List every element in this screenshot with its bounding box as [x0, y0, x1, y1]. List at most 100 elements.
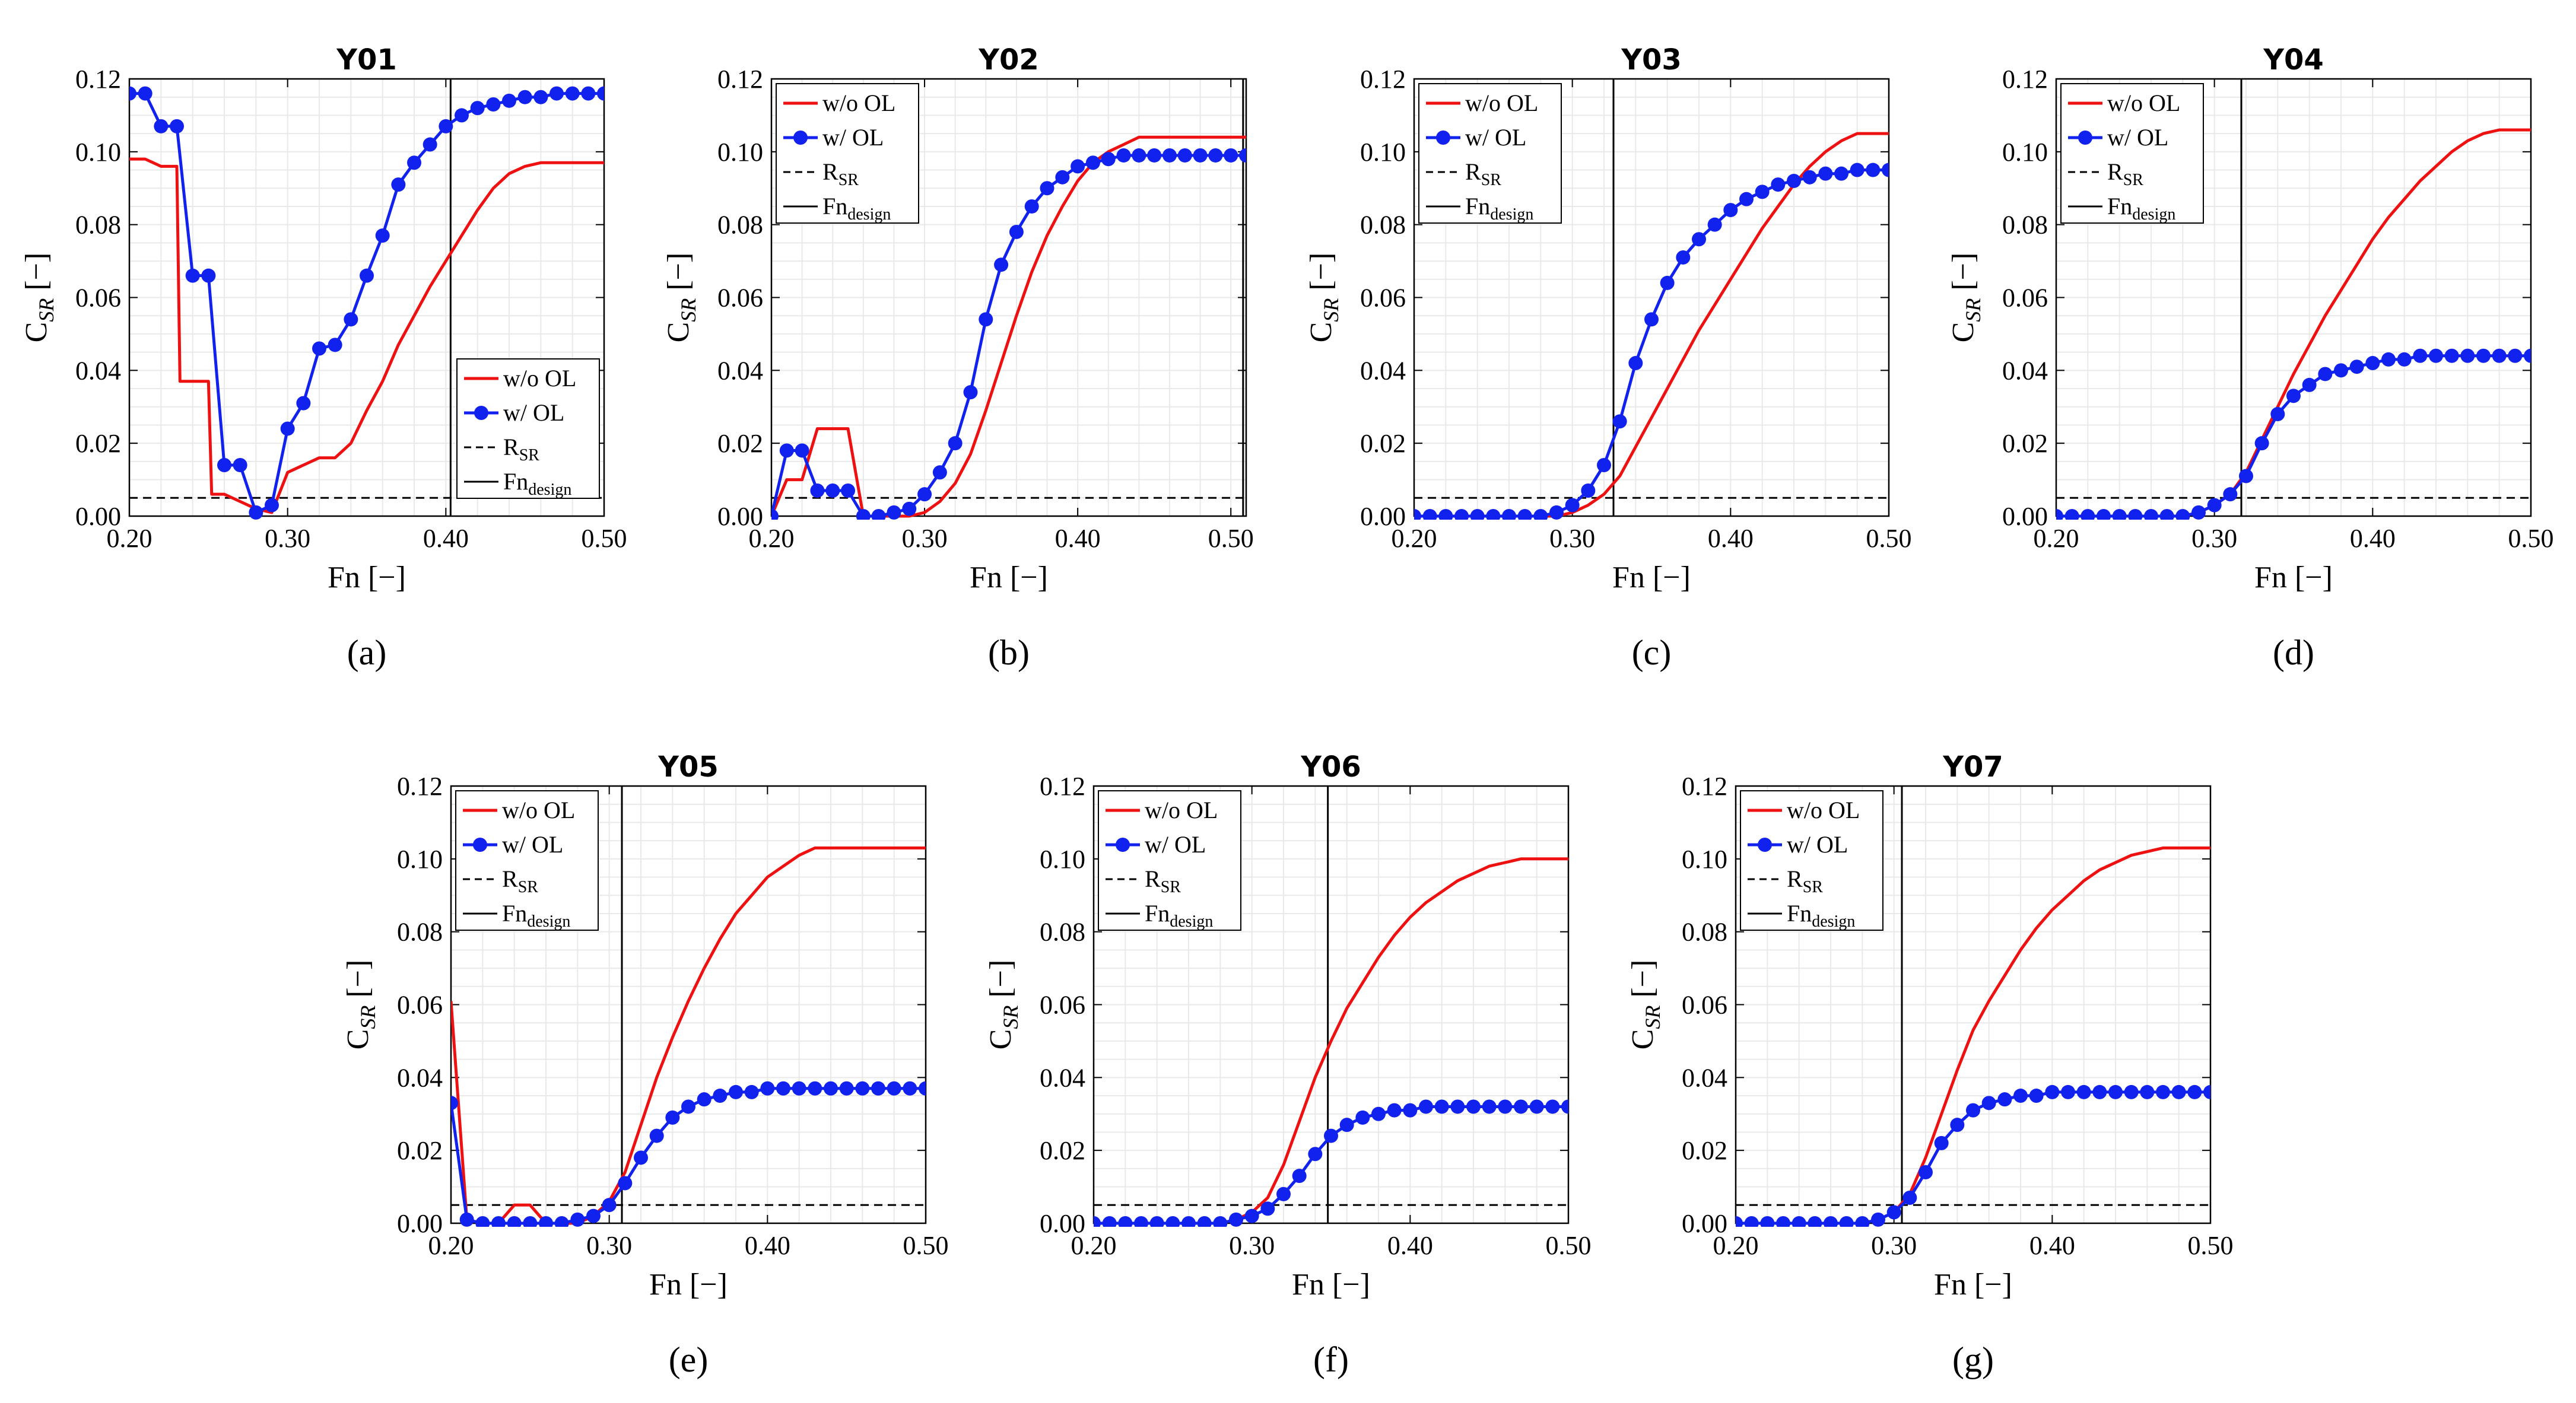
legend-marker-with-ol: [473, 838, 487, 852]
chart-title: Y07: [1942, 750, 2003, 784]
legend-label-with-ol: w/ OL: [502, 831, 563, 858]
legend: w/o OL w/ OL RSR Fndesign: [1418, 83, 1562, 224]
legend-marker-with-ol: [1436, 131, 1450, 145]
legend-rsr-main: R: [822, 158, 838, 185]
series-point-with-ol: [1692, 232, 1706, 247]
series-point-with-ol: [233, 458, 247, 473]
x-tick-label: 0.30: [2191, 524, 2237, 553]
series-point-with-ol: [1581, 483, 1596, 498]
series-point-with-ol: [1744, 1216, 1759, 1227]
y-tick-label: 0.02: [2002, 429, 2048, 458]
series-point-with-ol: [856, 509, 871, 520]
legend-rsr-main: R: [503, 434, 519, 460]
y-label-main: C: [1626, 1029, 1660, 1050]
series-point-with-ol: [1517, 509, 1532, 520]
series-point-with-ol: [1055, 170, 1070, 184]
legend-fn-sub: design: [1812, 912, 1855, 931]
legend-label-fn-design: Fndesign: [2107, 193, 2175, 224]
plot-data: [1094, 786, 1568, 1227]
y-tick-label: 0.06: [1682, 991, 1727, 1020]
legend-label-rsr: RSR: [503, 434, 539, 465]
series-point-with-ol: [1498, 1099, 1513, 1114]
legend-label-without-ol: w/o OL: [1787, 797, 1860, 823]
y-tick-label: 0.02: [397, 1136, 443, 1165]
series-point-with-ol: [581, 86, 596, 101]
series-point-with-ol: [2413, 348, 2428, 363]
series-point-with-ol: [1094, 1216, 1101, 1227]
y-tick-label: 0.08: [397, 918, 443, 947]
series-point-with-ol: [1085, 155, 1100, 170]
series-point-with-ol: [1224, 148, 1238, 163]
legend-fn-main: Fn: [503, 468, 528, 495]
series-point-with-ol: [1466, 1099, 1481, 1114]
series-point-with-ol: [217, 458, 231, 473]
panel-2: 0.00 0.02 0.04 0.06 0.08 0.10 0.12 0.20 0.30 0.40…: [662, 43, 1254, 672]
y-tick-label: 0.02: [1682, 1136, 1727, 1165]
series-point-with-ol: [1834, 166, 1848, 181]
series-point-with-ol: [917, 487, 932, 502]
legend-label-rsr: RSR: [2107, 158, 2143, 189]
series-point-with-ol: [2124, 1084, 2139, 1099]
series-point-with-ol: [1308, 1147, 1323, 1162]
series-point-with-ol: [507, 1216, 522, 1227]
series-point-with-ol: [887, 505, 901, 520]
legend: w/o OL w/ OL RSR Fndesign: [776, 83, 919, 224]
legend-rsr-main: R: [1787, 866, 1803, 892]
y-tick-label: 0.10: [1682, 845, 1727, 874]
series-point-with-ol: [1882, 163, 1889, 177]
series-point-with-ol: [1229, 1212, 1243, 1227]
legend-label-with-ol: w/ OL: [1465, 124, 1526, 151]
series-point-with-ol: [1419, 1099, 1433, 1114]
x-tick-label: 0.40: [1387, 1231, 1433, 1260]
legend-label-without-ol: w/o OL: [1465, 90, 1538, 116]
plot-data: [2056, 79, 2531, 520]
series-point-with-ol: [1529, 1099, 1544, 1114]
series-point-with-ol: [565, 86, 580, 101]
legend-rsr-sub: SR: [518, 878, 539, 896]
series-point-with-ol: [2223, 487, 2238, 502]
panel-1: 0.00 0.02 0.04 0.06 0.08 0.10 0.12 0.20 0.30 0.40…: [20, 43, 627, 672]
x-tick-label: 0.30: [1549, 524, 1595, 553]
panel-label: (g): [1952, 1340, 1994, 1379]
series-point-with-ol: [1438, 509, 1453, 520]
legend-fn-main: Fn: [1787, 900, 1812, 927]
legend-fn-main: Fn: [822, 193, 847, 219]
x-tick-label: 0.50: [2508, 524, 2554, 553]
legend-box: [456, 358, 600, 499]
legend-fn-sub: design: [1170, 912, 1213, 931]
series-point-with-ol: [963, 385, 978, 400]
x-tick-label: 0.50: [582, 524, 627, 553]
legend-fn-main: Fn: [1145, 900, 1170, 927]
series-point-with-ol: [871, 509, 886, 520]
y-tick-label: 0.04: [75, 356, 121, 385]
series-point-with-ol: [2064, 509, 2079, 520]
series-point-with-ol: [2286, 389, 2301, 403]
series-point-with-ol: [280, 421, 295, 436]
legend: w/o OL w/ OL RSR Fndesign: [1740, 790, 1883, 931]
y-tick-label: 0.00: [2002, 502, 2048, 531]
series-point-with-ol: [994, 257, 1009, 272]
panel-label: (f): [1313, 1340, 1349, 1379]
legend-label-with-ol: w/ OL: [822, 124, 884, 151]
series-point-with-ol: [1181, 1216, 1196, 1227]
series-point-with-ol: [1855, 1216, 1870, 1227]
legend-marker-with-ol: [1116, 838, 1130, 852]
series-point-with-ol: [1802, 170, 1817, 184]
y-tick-label: 0.02: [75, 429, 121, 458]
legend-rsr-main: R: [1465, 158, 1481, 185]
series-point-with-ol: [2349, 360, 2364, 374]
y-label-rest: [−]: [1304, 253, 1338, 298]
series-point-with-ol: [2365, 356, 2380, 371]
legend-rsr-main: R: [2107, 158, 2123, 185]
series-point-with-ol: [1102, 1216, 1117, 1227]
series-point-with-ol: [1871, 1212, 1885, 1227]
y-label-rest: [−]: [662, 253, 695, 298]
legend-rsr-sub: SR: [1481, 171, 1502, 189]
y-tick-label: 0.06: [1040, 991, 1085, 1020]
y-tick-label: 0.04: [2002, 356, 2048, 385]
panel-label: (c): [1632, 633, 1672, 672]
series-point-with-ol: [1162, 148, 1177, 163]
series-point-with-ol: [533, 90, 548, 104]
y-tick-label: 0.00: [75, 502, 121, 531]
series-point-with-ol: [1450, 1099, 1465, 1114]
